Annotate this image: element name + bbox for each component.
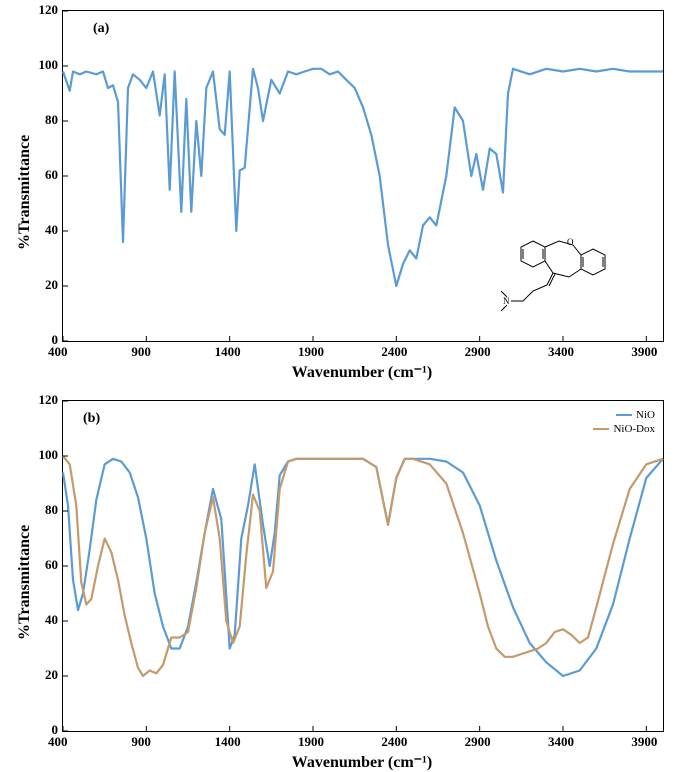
xlabel-b: Wavenumber (cm⁻¹) — [62, 752, 662, 772]
xtick-label: 1900 — [298, 734, 324, 750]
xtick-label: 2400 — [381, 344, 407, 360]
ytick-label: 80 — [30, 502, 58, 518]
series-nio-dox — [63, 456, 663, 676]
xtick-label: 3900 — [631, 344, 657, 360]
xtick-label: 2900 — [465, 734, 491, 750]
xtick-label: 1400 — [215, 344, 241, 360]
ytick-label: 100 — [30, 447, 58, 463]
xtick-label: 2400 — [381, 734, 407, 750]
ytick-label: 40 — [30, 222, 58, 238]
figure: (a) O N — [0, 0, 685, 762]
xtick-label: 3900 — [631, 734, 657, 750]
xtick-label: 1400 — [215, 734, 241, 750]
ytick-label: 120 — [30, 2, 58, 18]
ytick-label: 60 — [30, 167, 58, 183]
ytick-label: 100 — [30, 57, 58, 73]
ytick-label: 20 — [30, 667, 58, 683]
ytick-label: 40 — [30, 612, 58, 628]
xtick-label: 2900 — [465, 344, 491, 360]
panel-a: (a) O N — [62, 10, 664, 342]
panel-b: (b) NiO NiO-Dox — [62, 400, 664, 732]
ytick-label: 0 — [30, 722, 58, 738]
xtick-label: 3400 — [548, 734, 574, 750]
ytick-label: 80 — [30, 112, 58, 128]
ytick-label: 20 — [30, 277, 58, 293]
xtick-label: 3400 — [548, 344, 574, 360]
series-doxepin — [63, 69, 663, 286]
plot-area-b — [63, 401, 663, 731]
xlabel-a: Wavenumber (cm⁻¹) — [62, 362, 662, 382]
plot-area-a — [63, 11, 663, 341]
ytick-label: 0 — [30, 332, 58, 348]
ytick-label: 60 — [30, 557, 58, 573]
series-nio — [63, 459, 663, 676]
ytick-label: 120 — [30, 392, 58, 408]
xtick-label: 900 — [131, 734, 151, 750]
xtick-label: 900 — [131, 344, 151, 360]
xtick-label: 1900 — [298, 344, 324, 360]
